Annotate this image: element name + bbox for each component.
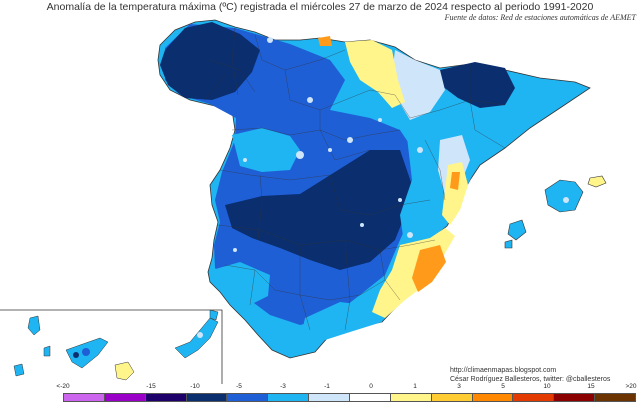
colorbar-label: 5 xyxy=(501,383,505,390)
colorbar-label: 1 xyxy=(413,383,417,390)
colorbar-segment xyxy=(471,393,514,402)
anomaly-zone-deep-blue-center xyxy=(225,150,412,270)
province-boundaries xyxy=(204,27,506,331)
anomaly-zone-orange-valencia xyxy=(450,172,460,190)
anomaly-zone-deep-blue-nw xyxy=(160,22,260,100)
anomaly-zone-yellow-north xyxy=(345,40,405,108)
colorbar-label: -15 xyxy=(146,383,156,390)
colorbar-label: >20 xyxy=(625,383,637,390)
author-credit: César Rodríguez Ballesteros, twitter: @c… xyxy=(450,376,611,383)
anomaly-zone-deep-blue-ne xyxy=(440,62,515,108)
colorbar-label: 15 xyxy=(587,383,595,390)
canary-islands xyxy=(13,309,219,381)
colorbar-label: 0 xyxy=(369,383,373,390)
colorbar-segment xyxy=(185,393,228,402)
colorbar-segment xyxy=(389,393,432,402)
colorbar-segment xyxy=(103,393,146,402)
balearic-islands xyxy=(504,175,607,249)
colorbar-label: -1 xyxy=(324,383,330,390)
colorbar-segment xyxy=(144,393,187,402)
colorbar-label: <-20 xyxy=(56,383,70,390)
anomaly-zone-yellow-valencia xyxy=(442,162,468,225)
colorbar-label: -5 xyxy=(236,383,242,390)
anomaly-zone-pale-blue xyxy=(392,50,445,120)
colorbar-segment xyxy=(267,393,310,402)
anomaly-zone-orange-se xyxy=(412,245,446,292)
colorbar-segment xyxy=(226,393,269,402)
colorbar-segment xyxy=(430,393,473,402)
anomaly-zone-orange-north xyxy=(318,36,332,46)
station-markers xyxy=(233,37,423,252)
map-title: Anomalía de la temperatura máxima (ºC) r… xyxy=(46,1,594,13)
colorbar-segment xyxy=(594,393,636,402)
data-source: Fuente de datos: Red de estaciones autom… xyxy=(444,13,636,22)
anomaly-zone-light-blue-south xyxy=(300,302,382,340)
colorbar-label: -10 xyxy=(190,383,200,390)
anomaly-zone-light-blue-west xyxy=(232,128,300,172)
colorbar-label: 10 xyxy=(543,383,551,390)
colorbar-segment xyxy=(512,393,555,402)
colorbar-label: -3 xyxy=(280,383,286,390)
colorbar-segment xyxy=(63,393,105,402)
colorbar-segment xyxy=(349,393,391,402)
colorbar-label: 3 xyxy=(457,383,461,390)
blog-url: http://climaenmapas.blogspot.com xyxy=(450,367,557,374)
colorbar-segment xyxy=(308,393,350,402)
colorbar-segment xyxy=(553,393,596,402)
canary-inset-frame xyxy=(0,309,223,384)
anomaly-zone-light-blue-sw xyxy=(212,262,270,305)
